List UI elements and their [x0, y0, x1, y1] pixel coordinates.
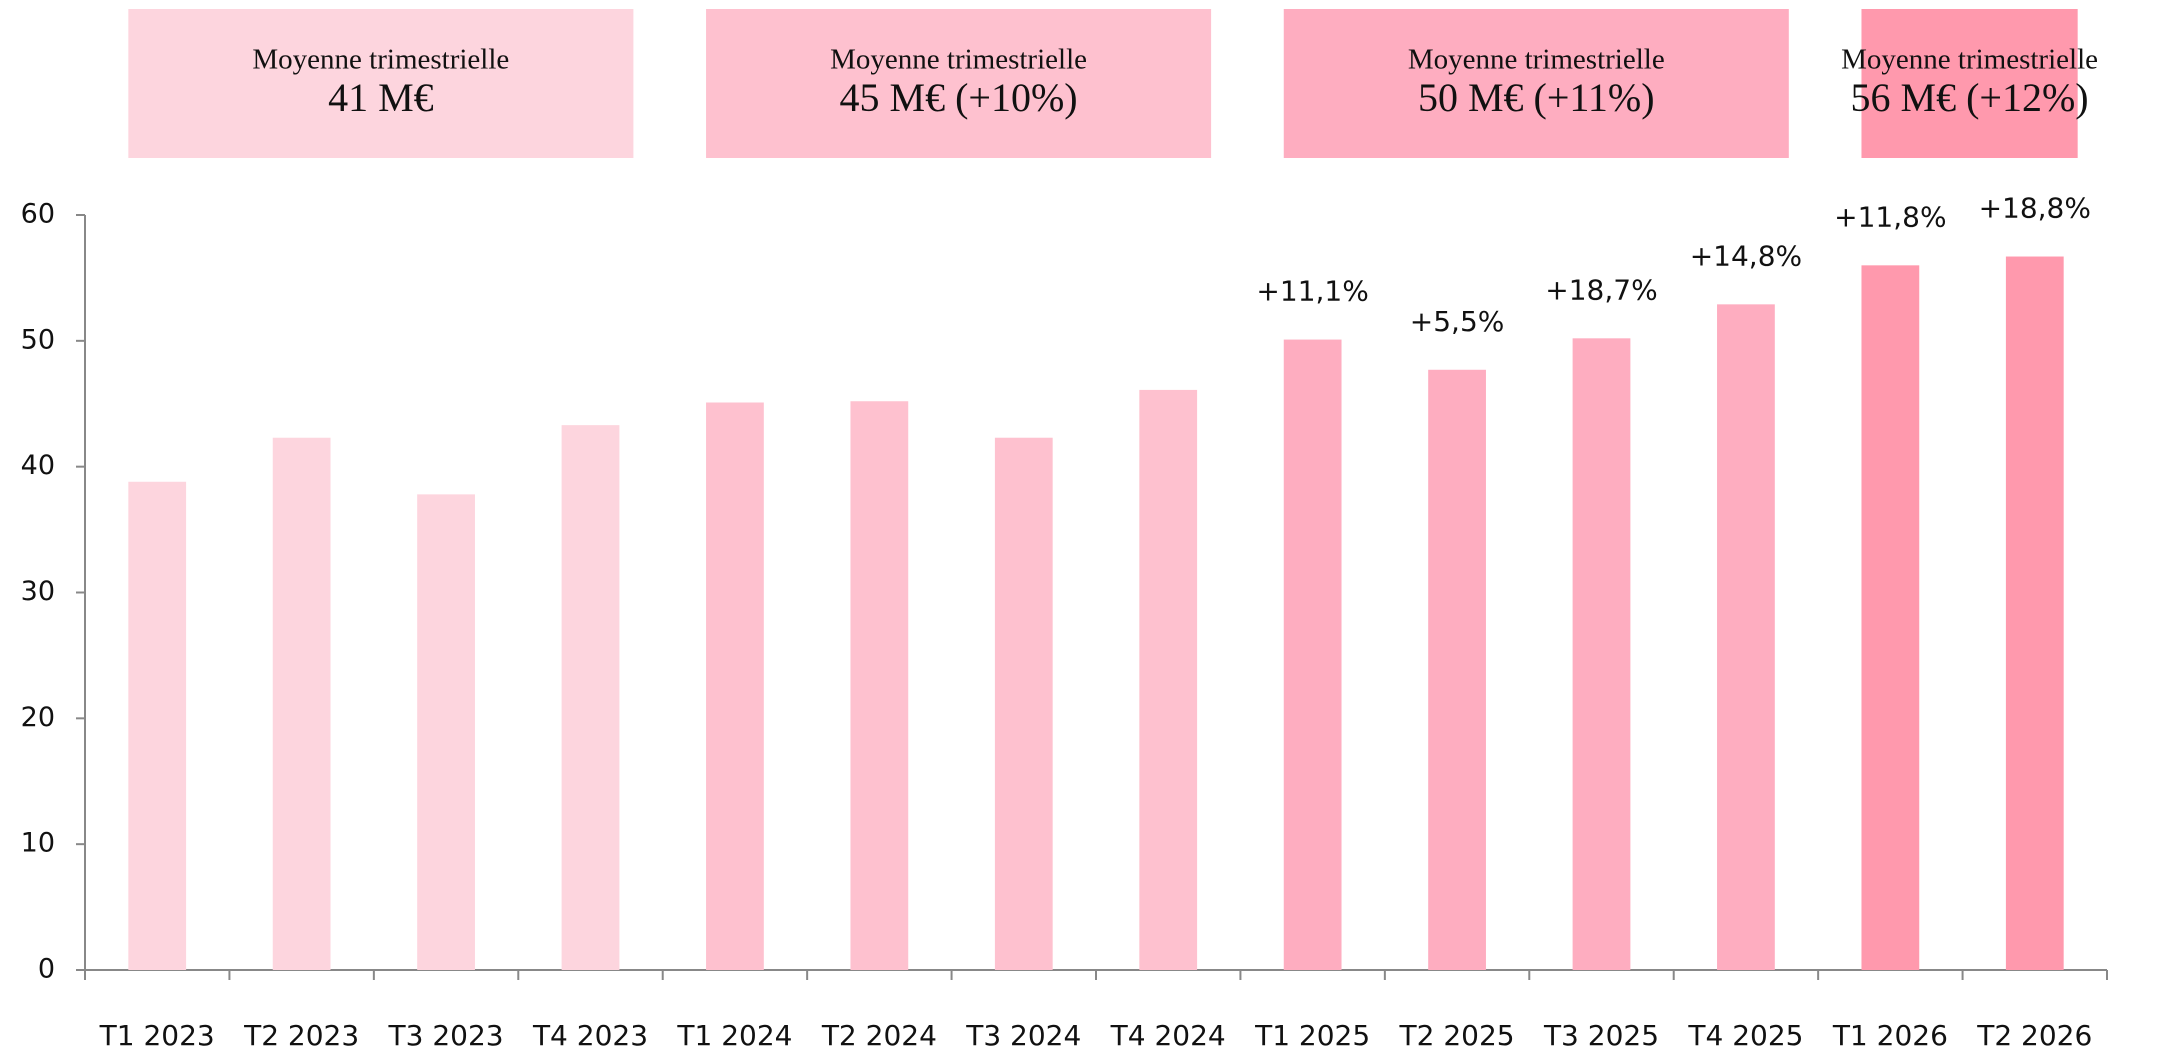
period-box — [1283, 9, 1789, 158]
period-value: 50 M€ (+11%) — [1418, 75, 1655, 120]
x-tick-label: T1 2023 — [99, 1019, 215, 1050]
x-tick-label: T2 2026 — [1976, 1019, 2092, 1050]
bar — [1428, 369, 1486, 970]
growth-label: +5,5% — [1410, 305, 1505, 338]
x-tick-label: T1 2024 — [676, 1019, 792, 1050]
bar — [1139, 389, 1198, 970]
x-tick-label: T4 2024 — [1110, 1019, 1226, 1050]
bar — [706, 402, 764, 970]
y-tick-label: 30 — [21, 576, 55, 607]
period-value: 41 M€ — [328, 75, 434, 120]
period-value: 56 M€ (+12%) — [1851, 75, 2089, 120]
period-box — [706, 9, 1212, 158]
x-tick-label: T1 2026 — [1832, 1019, 1948, 1050]
bar — [1861, 265, 1920, 970]
x-tick-label: T2 2024 — [821, 1019, 937, 1050]
bar — [1572, 338, 1631, 971]
y-tick-label: 20 — [21, 702, 55, 733]
bar — [417, 494, 475, 970]
period-title: Moyenne trimestrielle — [252, 44, 509, 76]
bar — [1717, 304, 1775, 970]
bar — [561, 425, 620, 970]
bar — [1283, 339, 1342, 970]
period-box — [1861, 9, 2078, 158]
growth-label: +18,7% — [1545, 273, 1657, 306]
x-tick-label: T2 2025 — [1399, 1019, 1515, 1050]
x-tick-label: T4 2023 — [532, 1019, 648, 1050]
y-tick-label: 10 — [21, 828, 55, 859]
x-tick-label: T3 2024 — [965, 1019, 1081, 1050]
bar — [272, 437, 331, 971]
x-tick-label: T3 2025 — [1543, 1019, 1659, 1050]
growth-label: +11,8% — [1834, 200, 1946, 233]
y-tick-label: 0 — [38, 954, 55, 985]
x-tick-label: T1 2025 — [1254, 1019, 1370, 1050]
period-title: Moyenne trimestrielle — [1408, 44, 1665, 76]
period-box — [128, 9, 634, 158]
growth-label: +14,8% — [1690, 239, 1802, 272]
bar — [994, 437, 1053, 971]
bar — [850, 401, 909, 970]
y-tick-label: 50 — [21, 324, 55, 355]
y-tick-label: 40 — [21, 450, 55, 481]
y-tick-label: 60 — [21, 199, 55, 230]
period-title: Moyenne trimestrielle — [830, 44, 1087, 76]
period-value: 45 M€ (+10%) — [840, 75, 1078, 120]
growth-label: +18,8% — [1979, 192, 2091, 225]
x-tick-label: T4 2025 — [1687, 1019, 1803, 1050]
bar — [2005, 256, 2064, 970]
bar — [128, 481, 187, 970]
x-tick-label: T2 2023 — [243, 1019, 359, 1050]
x-tick-label: T3 2023 — [388, 1019, 504, 1050]
period-title: Moyenne trimestrielle — [1841, 44, 2098, 76]
growth-label: +11,1% — [1256, 275, 1368, 308]
